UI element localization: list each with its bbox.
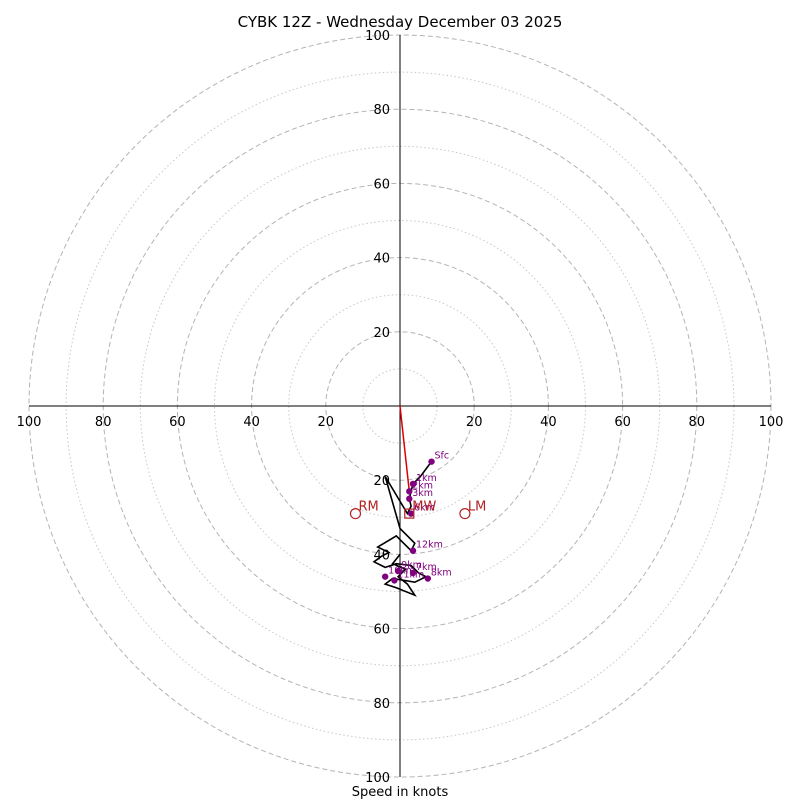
y-tick-label: 80 <box>373 697 390 712</box>
x-tick-label: 40 <box>243 415 260 430</box>
height-marker-label: 3km <box>412 488 433 499</box>
height-marker-dot <box>406 495 413 502</box>
height-marker-label: 2km <box>412 480 433 491</box>
height-marker-dot <box>424 575 432 582</box>
height-marker-dot <box>394 567 402 575</box>
height-marker-dot <box>409 547 417 554</box>
height-marker-label: 10km <box>388 566 415 577</box>
y-tick-label: 100 <box>365 771 390 786</box>
height-marker-label: 8km <box>431 568 452 579</box>
traces <box>372 405 433 597</box>
height-marker-dot <box>391 577 398 584</box>
height-marker-dot <box>409 480 417 488</box>
height-marker-label: 12km <box>416 540 443 551</box>
y-tick-label: 20 <box>373 326 390 341</box>
wind-trace-line <box>372 461 433 597</box>
y-tick-label: 60 <box>373 623 390 638</box>
height-marker-label: 7km <box>416 562 437 573</box>
x-tick-label: 60 <box>169 415 186 430</box>
y-tick-label: 60 <box>373 177 390 192</box>
storm-motion-label: LM <box>468 500 486 515</box>
storm-motion-label: MW <box>412 500 436 515</box>
storm-motion-marker <box>459 507 471 520</box>
y-tick-label: 40 <box>373 252 390 267</box>
x-tick-label: 100 <box>17 415 42 430</box>
height-marker-dot <box>406 488 413 495</box>
x-tick-label: 20 <box>466 415 483 430</box>
storm-motion-marker <box>349 507 362 520</box>
x-tick-label: 80 <box>95 415 112 430</box>
x-axis-label: Speed in knots <box>352 785 449 800</box>
x-tick-label: 80 <box>689 415 706 430</box>
y-tick-label: 100 <box>365 29 390 44</box>
height-marker-dot <box>409 569 417 577</box>
height-marker-dot <box>428 458 435 465</box>
chart-title: CYBK 12Z - Wednesday December 03 2025 <box>238 13 563 31</box>
markers: Sfc1km2km3km6km12km9km10km11km7km8kmRMLM… <box>349 451 486 584</box>
mean-wind-marker <box>404 508 415 519</box>
storm-motion-line <box>399 405 411 492</box>
x-tick-label: 20 <box>318 415 335 430</box>
height-marker-dot <box>381 573 389 580</box>
height-marker-label: Sfc <box>435 451 450 462</box>
x-tick-label: 40 <box>540 415 557 430</box>
y-tick-label: 80 <box>373 103 390 118</box>
height-marker-dot <box>407 510 415 517</box>
height-marker-label: 9km <box>401 560 422 571</box>
height-marker-label: 1km <box>416 473 437 484</box>
height-marker-label: 6km <box>414 503 435 514</box>
x-tick-label: 100 <box>759 415 784 430</box>
x-tick-label: 60 <box>614 415 631 430</box>
storm-motion-label: RM <box>358 500 378 515</box>
